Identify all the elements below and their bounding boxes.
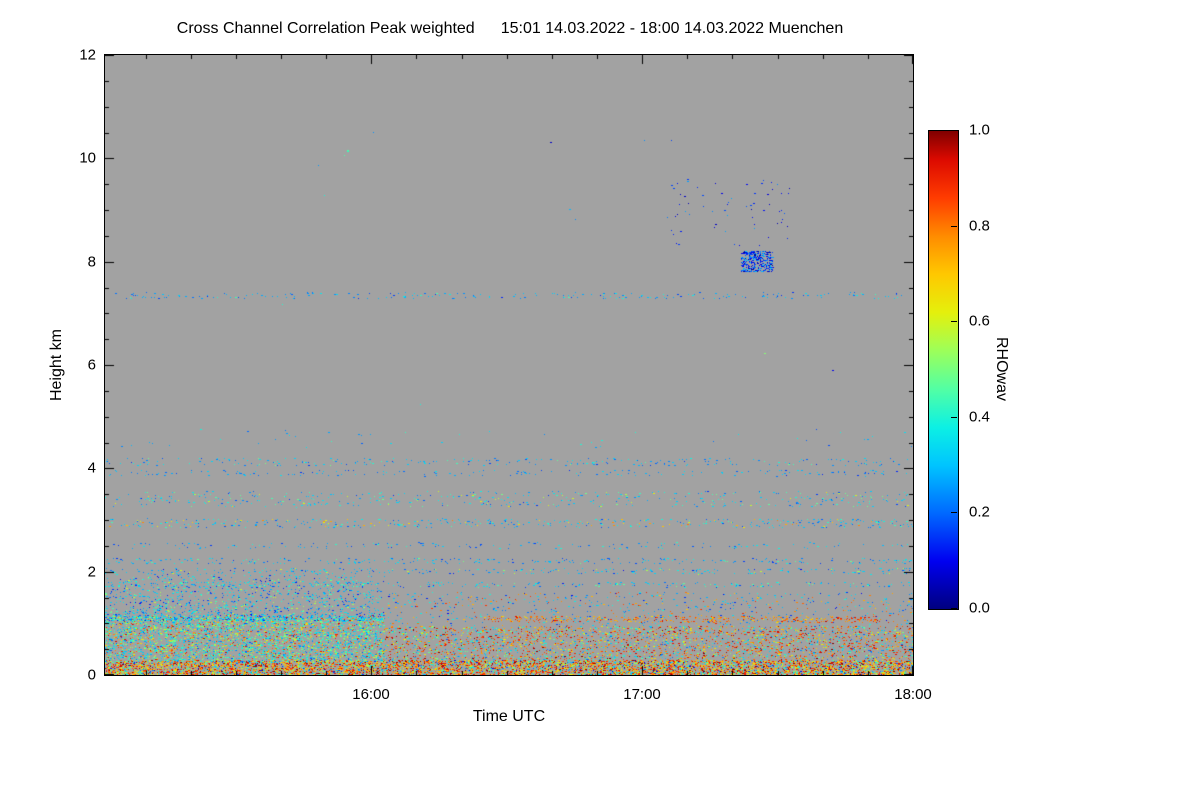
colorbar-tick-mark [951, 130, 957, 131]
colorbar-tick-label: 0.0 [969, 599, 990, 617]
x-tick-label: 17:00 [623, 686, 661, 703]
heatmap-canvas [105, 55, 913, 675]
colorbar-label: RHOwav [993, 336, 1010, 402]
y-tick-label: 12 [79, 46, 96, 64]
colorbar-tick-label: 0.6 [969, 312, 990, 330]
colorbar-tick-label: 0.4 [969, 408, 990, 426]
x-tick-label: 18:00 [894, 686, 932, 703]
plot-title-main: Cross Channel Correlation Peak weighted [176, 20, 475, 37]
x-tick-label: 16:00 [352, 686, 390, 703]
plot-area [104, 54, 914, 676]
y-tick-label: 10 [79, 149, 96, 167]
y-tick-label: 0 [87, 666, 96, 684]
plot-title: Cross Channel Correlation Peak weighted 1… [105, 20, 915, 38]
y-tick-label: 8 [87, 253, 96, 271]
y-tick-label: 6 [87, 356, 96, 374]
y-tick-label: 4 [87, 459, 96, 477]
colorbar [928, 130, 959, 610]
x-axis-label: Time UTC [472, 708, 546, 725]
colorbar-tick-label: 0.8 [969, 217, 990, 235]
colorbar-tick-label: 0.2 [969, 503, 990, 521]
colorbar-tick-mark [951, 321, 957, 322]
colorbar-tick-mark [951, 226, 957, 227]
y-axis-label: Height km [48, 328, 65, 402]
colorbar-tick-mark [951, 512, 957, 513]
colorbar-tick-label: 1.0 [969, 121, 990, 139]
y-tick-label: 2 [87, 563, 96, 581]
colorbar-tick-mark [951, 417, 957, 418]
plot-title-period: 15:01 14.03.2022 - 18:00 14.03.2022 Muen… [500, 20, 844, 37]
colorbar-tick-mark [951, 608, 957, 609]
